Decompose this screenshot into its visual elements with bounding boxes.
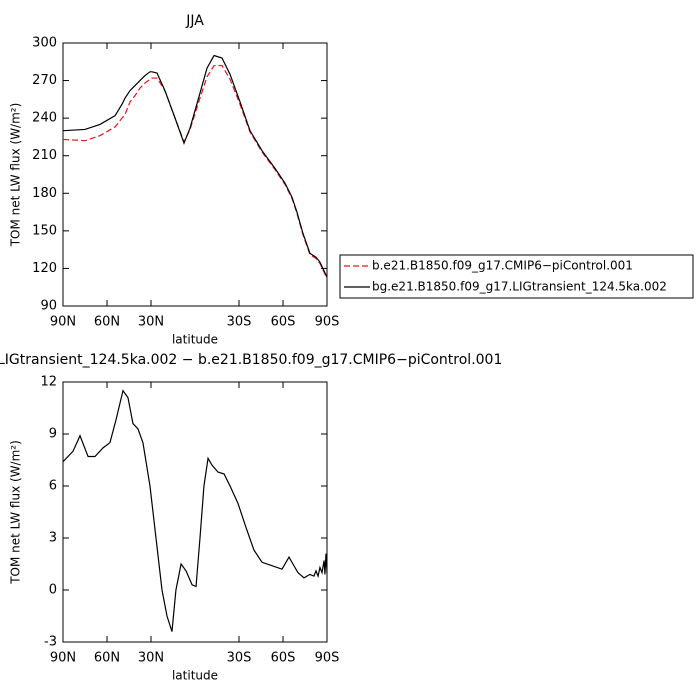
y-axis-label: TOM net LW flux (W/m²): [9, 440, 23, 585]
y-tick-label: 180: [32, 186, 57, 201]
plot-frame: [62, 42, 328, 307]
data-line: [62, 64, 328, 279]
chart-title: JJA: [185, 13, 204, 29]
data-line: [62, 54, 328, 278]
y-tick-label: 120: [32, 261, 57, 276]
x-tick-label: 90N: [50, 651, 76, 666]
x-tick-label: 60S: [271, 315, 296, 330]
y-tick-label: 0: [49, 583, 57, 598]
y-tick-label: 9: [49, 427, 57, 442]
x-tick-label: 90S: [315, 651, 340, 666]
x-tick-label: 30S: [227, 651, 252, 666]
x-tick-label: 30N: [138, 315, 164, 330]
legend-box: [339, 254, 694, 299]
plot-frame: [62, 381, 328, 643]
legend-label: bg.e21.B1850.f09_g17.LIGtransient_124.5k…: [372, 280, 667, 294]
x-axis-label: latitude: [172, 669, 218, 683]
x-tick-label: 60N: [94, 315, 120, 330]
x-tick-label: 30N: [138, 651, 164, 666]
chart-title: LIGtransient_124.5ka.002 − b.e21.B1850.f…: [0, 352, 502, 368]
y-tick-label: 270: [32, 73, 57, 88]
x-tick-label: 90S: [315, 315, 340, 330]
y-tick-label: 90: [40, 299, 57, 314]
x-tick-label: 30S: [227, 315, 252, 330]
y-tick-label: -3: [44, 635, 57, 650]
y-tick-label: 210: [32, 148, 57, 163]
y-tick-label: 3: [49, 531, 57, 546]
y-tick-label: 300: [32, 36, 57, 51]
x-tick-label: 60N: [94, 651, 120, 666]
y-tick-label: 240: [32, 111, 57, 126]
x-axis-label: latitude: [172, 333, 218, 347]
x-tick-label: 90N: [50, 315, 76, 330]
x-tick-label: 60S: [271, 651, 296, 666]
y-tick-label: 6: [49, 479, 57, 494]
y-tick-label: 150: [32, 223, 57, 238]
y-tick-label: 12: [40, 375, 57, 390]
legend-label: b.e21.B1850.f09_g17.CMIP6−piControl.001: [372, 259, 633, 273]
data-line: [62, 389, 328, 632]
y-axis-label: TOM net LW flux (W/m²): [9, 103, 23, 248]
